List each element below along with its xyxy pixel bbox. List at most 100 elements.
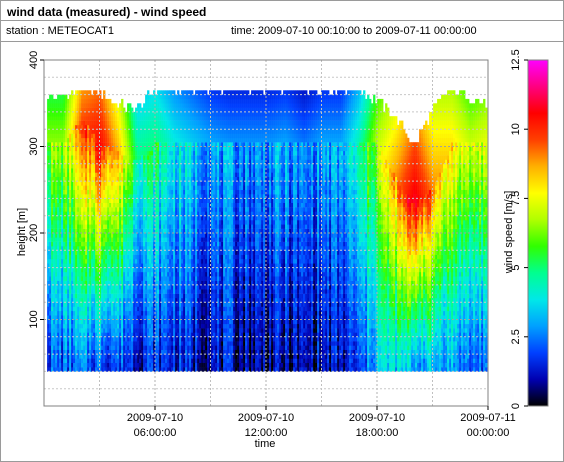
heatmap-cell	[71, 302, 74, 307]
heatmap-cell	[57, 120, 60, 126]
heatmap-cell	[109, 297, 112, 303]
heatmap-cell	[181, 172, 184, 177]
heatmap-cell	[53, 111, 56, 117]
heatmap-cell	[97, 306, 100, 312]
heatmap-cell	[81, 284, 84, 290]
heatmap-cell	[155, 358, 158, 363]
heatmap-cell	[95, 332, 98, 338]
heatmap-cell	[159, 328, 162, 333]
heatmap-cell	[69, 202, 72, 208]
heatmap-cell	[47, 181, 50, 186]
heatmap-cell	[63, 120, 66, 126]
heatmap-cell	[199, 237, 202, 242]
heatmap-cell	[151, 116, 154, 121]
heatmap-cell	[49, 284, 52, 290]
heatmap-cell	[155, 267, 158, 273]
heatmap-cell	[119, 159, 122, 165]
heatmap-cell	[193, 263, 196, 268]
heatmap-cell	[139, 367, 142, 372]
heatmap-cell	[51, 116, 54, 121]
heatmap-cell	[127, 220, 130, 225]
heatmap-cell	[75, 237, 78, 242]
heatmap-cell	[181, 116, 184, 121]
heatmap-cell	[65, 198, 68, 203]
heatmap-cell	[197, 354, 200, 359]
heatmap-cell	[195, 250, 198, 255]
heatmap-cell	[71, 367, 74, 372]
heatmap-cell	[59, 267, 62, 273]
heatmap-cell	[113, 362, 116, 368]
heatmap-cell	[123, 246, 126, 251]
heatmap-cell	[187, 142, 190, 147]
heatmap-cell	[117, 263, 120, 268]
heatmap-cell	[179, 276, 182, 281]
heatmap-cell	[173, 90, 176, 95]
heatmap-cell	[59, 168, 62, 173]
heatmap-cell	[121, 323, 124, 329]
heatmap-cell	[143, 349, 146, 355]
heatmap-cell	[153, 107, 156, 113]
heatmap-cell	[161, 267, 164, 273]
heatmap-cell	[129, 354, 132, 359]
heatmap-cell	[189, 103, 192, 108]
heatmap-cell	[61, 332, 64, 338]
heatmap-cell	[201, 302, 204, 307]
heatmap-cell	[171, 107, 174, 113]
heatmap-cell	[163, 198, 166, 203]
heatmap-cell	[69, 228, 72, 234]
heatmap-cell	[135, 332, 138, 338]
heatmap-cell	[93, 323, 96, 329]
heatmap-cell	[193, 233, 196, 238]
heatmap-cell	[183, 185, 186, 190]
heatmap-cell	[83, 349, 86, 355]
heatmap-cell	[139, 116, 142, 121]
heatmap-cell	[61, 146, 64, 152]
heatmap-cell	[193, 133, 196, 139]
heatmap-cell	[155, 302, 158, 307]
heatmap-cell	[173, 146, 176, 152]
heatmap-cell	[49, 341, 52, 346]
heatmap-cell	[167, 103, 170, 108]
heatmap-cell	[69, 319, 72, 325]
heatmap-cell	[141, 107, 144, 113]
heatmap-cell	[91, 310, 94, 316]
heatmap-cell	[71, 163, 74, 169]
heatmap-cell	[129, 168, 132, 173]
heatmap-cell	[177, 250, 180, 255]
heatmap-cell	[77, 323, 80, 329]
heatmap-cell	[119, 176, 122, 182]
heatmap-cell	[135, 198, 138, 203]
heatmap-cell	[105, 271, 108, 277]
heatmap-cell	[137, 358, 140, 363]
heatmap-cell	[147, 271, 150, 277]
heatmap-cell	[79, 358, 82, 363]
heatmap-cell	[181, 271, 184, 277]
heatmap-cell	[83, 224, 86, 229]
heatmap-cell	[51, 336, 54, 342]
heatmap-cell	[171, 163, 174, 169]
heatmap-cell	[79, 349, 82, 355]
heatmap-cell	[183, 267, 186, 273]
heatmap-cell	[131, 319, 134, 325]
heatmap-cell	[145, 341, 148, 346]
heatmap-cell	[97, 254, 100, 260]
heatmap-cell	[181, 198, 184, 203]
heatmap-cell	[115, 250, 118, 255]
heatmap-cell	[63, 194, 66, 199]
heatmap-cell	[119, 137, 122, 143]
heatmap-cell	[121, 124, 124, 130]
heatmap-cell	[141, 211, 144, 216]
heatmap-cell	[201, 233, 204, 238]
heatmap-cell	[93, 185, 96, 190]
heatmap-cell	[67, 280, 70, 286]
heatmap-cell	[65, 137, 68, 143]
heatmap-cell	[161, 124, 164, 130]
heatmap-cell	[159, 237, 162, 242]
heatmap-cell	[145, 246, 148, 251]
heatmap-cell	[135, 159, 138, 165]
heatmap-cell	[69, 211, 72, 216]
heatmap-cell	[197, 332, 200, 338]
heatmap-cell	[69, 150, 72, 156]
heatmap-cell	[143, 241, 146, 247]
heatmap-cell	[185, 116, 188, 121]
